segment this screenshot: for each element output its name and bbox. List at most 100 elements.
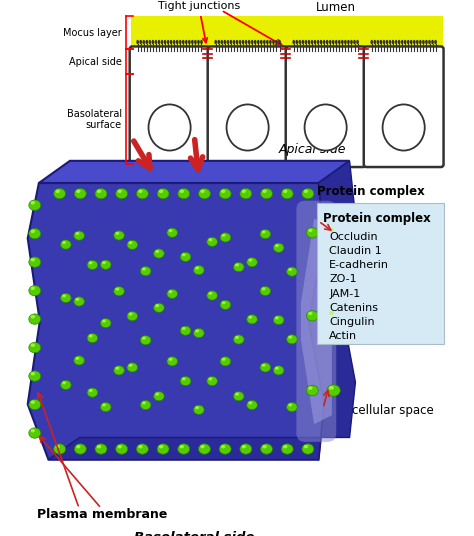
Ellipse shape — [317, 40, 319, 44]
Ellipse shape — [182, 377, 186, 381]
Ellipse shape — [235, 336, 239, 339]
Ellipse shape — [209, 238, 212, 241]
Ellipse shape — [240, 444, 252, 454]
Ellipse shape — [219, 189, 231, 199]
Ellipse shape — [188, 40, 191, 44]
Ellipse shape — [128, 241, 133, 244]
Ellipse shape — [61, 381, 71, 390]
Ellipse shape — [262, 189, 267, 193]
Ellipse shape — [139, 40, 142, 44]
Ellipse shape — [182, 253, 186, 256]
Ellipse shape — [74, 189, 86, 199]
Ellipse shape — [180, 252, 191, 262]
Ellipse shape — [180, 376, 191, 386]
Ellipse shape — [323, 40, 326, 44]
Ellipse shape — [31, 201, 35, 205]
Ellipse shape — [54, 189, 65, 199]
Ellipse shape — [31, 344, 35, 347]
Ellipse shape — [138, 189, 143, 193]
Ellipse shape — [308, 311, 312, 315]
Ellipse shape — [261, 189, 273, 199]
Bar — [130, 49, 443, 75]
Text: ZO-1: ZO-1 — [329, 274, 357, 284]
Text: Actin: Actin — [329, 331, 357, 341]
Ellipse shape — [222, 234, 226, 237]
Ellipse shape — [262, 287, 265, 291]
Ellipse shape — [29, 343, 41, 353]
Ellipse shape — [31, 429, 35, 433]
Ellipse shape — [167, 40, 169, 44]
Ellipse shape — [383, 105, 425, 151]
Ellipse shape — [262, 445, 267, 449]
Ellipse shape — [155, 304, 159, 307]
Ellipse shape — [29, 257, 41, 267]
Ellipse shape — [308, 40, 310, 44]
Ellipse shape — [169, 229, 173, 232]
Ellipse shape — [233, 392, 244, 401]
FancyBboxPatch shape — [286, 47, 365, 167]
Ellipse shape — [233, 263, 244, 272]
Ellipse shape — [193, 265, 204, 275]
Ellipse shape — [31, 229, 35, 233]
Ellipse shape — [305, 105, 346, 151]
Ellipse shape — [140, 400, 151, 410]
Ellipse shape — [209, 377, 212, 381]
Ellipse shape — [240, 189, 252, 199]
Ellipse shape — [335, 40, 337, 44]
Polygon shape — [48, 161, 356, 460]
Ellipse shape — [29, 371, 41, 381]
Ellipse shape — [152, 40, 154, 44]
Ellipse shape — [383, 40, 385, 44]
FancyBboxPatch shape — [130, 47, 210, 167]
Ellipse shape — [29, 399, 41, 410]
Ellipse shape — [140, 266, 151, 276]
Ellipse shape — [146, 40, 148, 44]
Ellipse shape — [247, 258, 257, 267]
Text: Cingulin: Cingulin — [329, 317, 375, 327]
Ellipse shape — [87, 388, 98, 397]
Ellipse shape — [185, 40, 188, 44]
Ellipse shape — [127, 311, 137, 321]
Ellipse shape — [308, 228, 312, 232]
Ellipse shape — [55, 189, 60, 193]
Ellipse shape — [247, 315, 257, 324]
Ellipse shape — [260, 40, 263, 44]
Ellipse shape — [302, 189, 314, 199]
Ellipse shape — [200, 189, 205, 193]
Ellipse shape — [220, 300, 231, 309]
Ellipse shape — [235, 263, 239, 266]
Ellipse shape — [167, 228, 178, 237]
Ellipse shape — [155, 40, 157, 44]
Ellipse shape — [31, 258, 35, 262]
Ellipse shape — [75, 298, 79, 301]
Ellipse shape — [329, 228, 334, 232]
Ellipse shape — [127, 240, 137, 249]
Ellipse shape — [54, 444, 65, 454]
Ellipse shape — [61, 240, 71, 249]
Ellipse shape — [180, 326, 191, 336]
Bar — [130, 16, 443, 49]
Ellipse shape — [179, 40, 182, 44]
Ellipse shape — [254, 40, 256, 44]
Ellipse shape — [416, 40, 419, 44]
Ellipse shape — [233, 335, 244, 344]
Ellipse shape — [140, 336, 151, 345]
Ellipse shape — [207, 291, 218, 300]
Text: Lumen: Lumen — [316, 1, 356, 14]
Ellipse shape — [266, 40, 269, 44]
Ellipse shape — [262, 230, 265, 234]
Ellipse shape — [220, 357, 231, 366]
Ellipse shape — [167, 357, 178, 366]
Ellipse shape — [116, 444, 128, 454]
Ellipse shape — [374, 40, 376, 44]
Ellipse shape — [29, 428, 41, 438]
Ellipse shape — [431, 40, 434, 44]
Ellipse shape — [356, 40, 359, 44]
Ellipse shape — [370, 40, 373, 44]
Ellipse shape — [29, 228, 41, 239]
Ellipse shape — [178, 189, 190, 199]
Ellipse shape — [158, 40, 160, 44]
Ellipse shape — [209, 292, 212, 295]
Ellipse shape — [76, 445, 81, 449]
Ellipse shape — [404, 40, 407, 44]
